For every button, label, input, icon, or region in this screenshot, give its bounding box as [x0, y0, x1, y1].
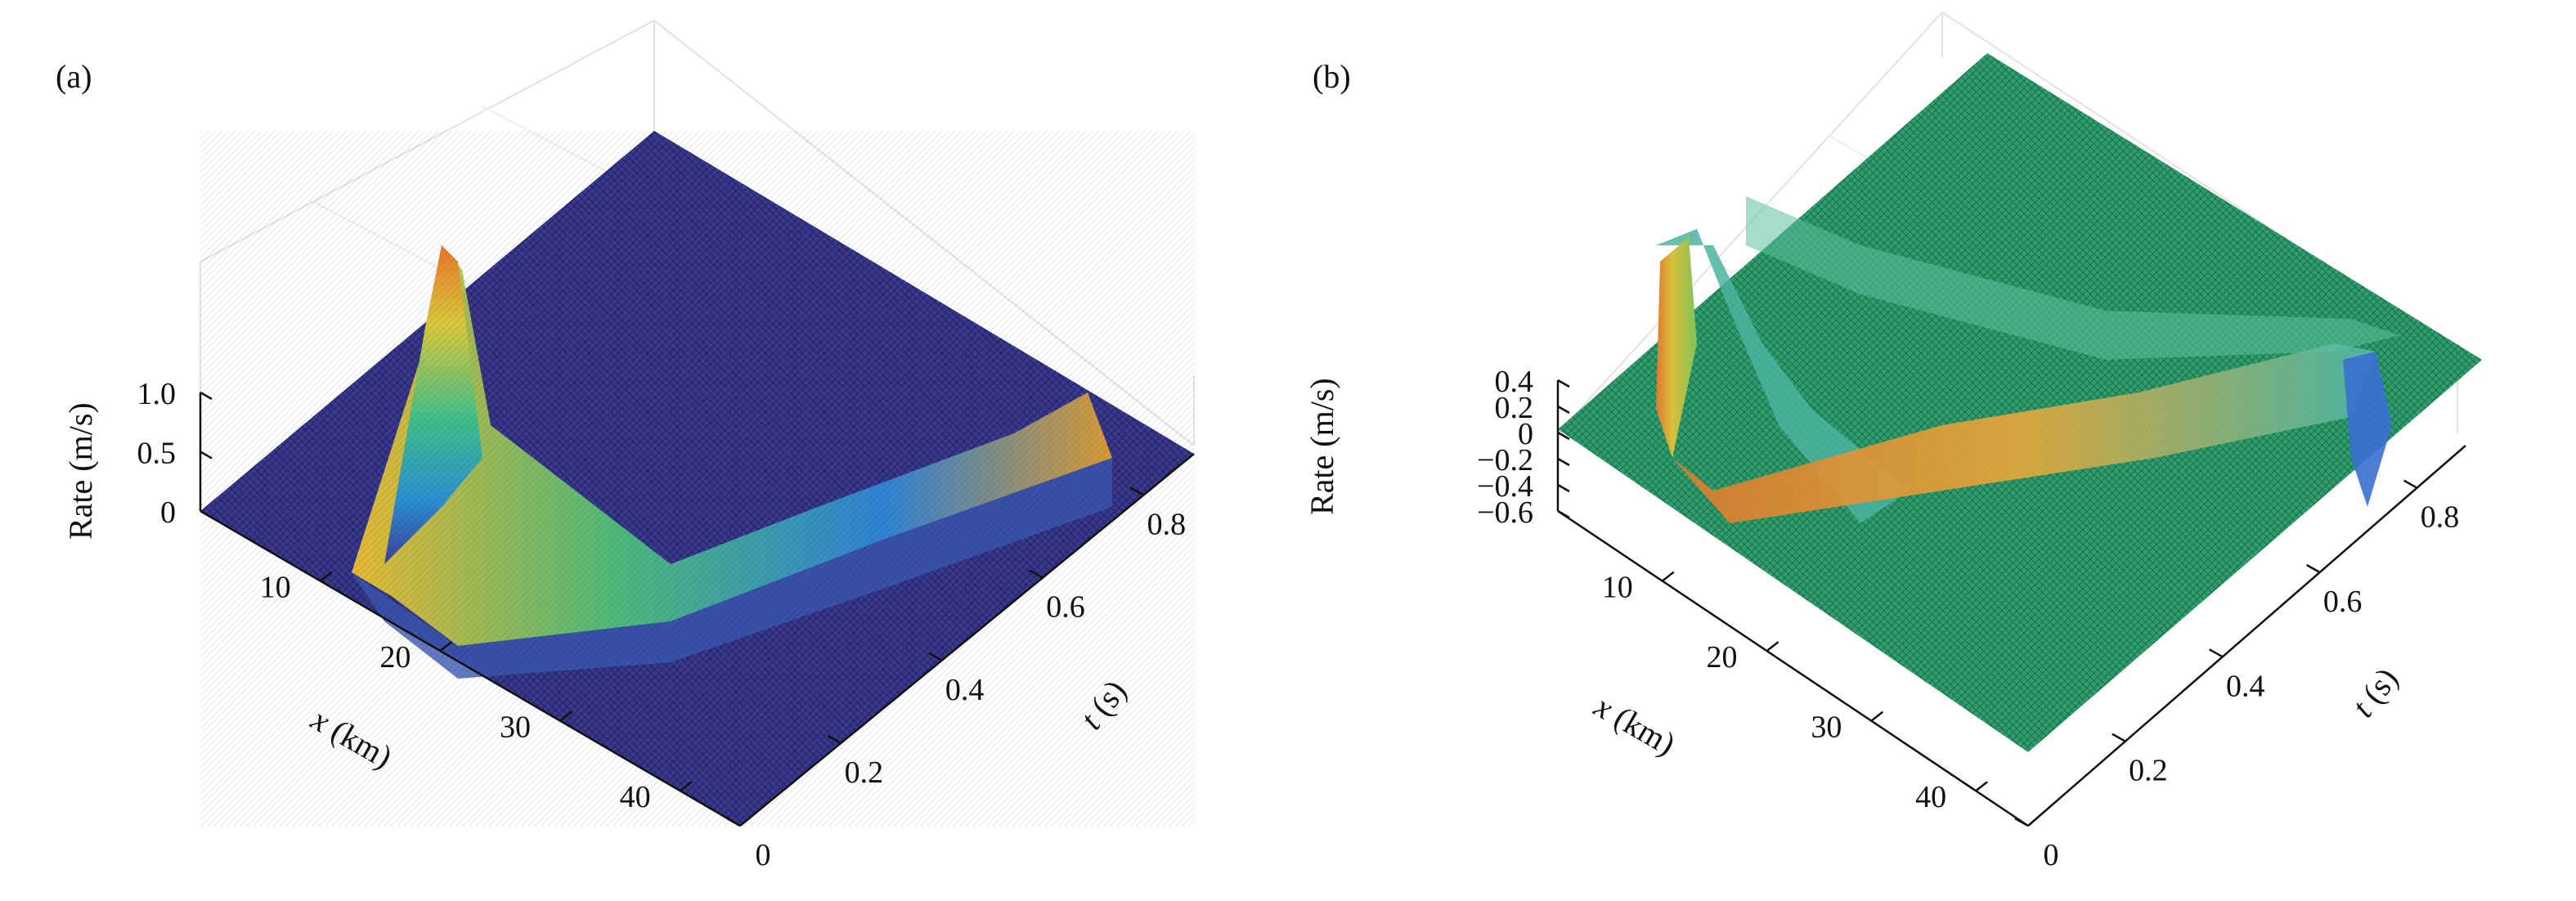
axes — [1556, 380, 2466, 827]
z-tick-label: 0.5 — [137, 437, 177, 471]
x-tick-label: 10 — [260, 571, 291, 605]
x-axis-title: x (km) — [1588, 687, 1682, 762]
z-tick-label: 0 — [1518, 417, 1533, 451]
x-tick — [439, 641, 453, 652]
t-tick — [2403, 479, 2418, 489]
z-tick — [200, 450, 213, 459]
z-tick — [1557, 379, 1570, 388]
rupture-arm — [1672, 343, 2376, 523]
t-tick — [2112, 733, 2126, 742]
t-tick-label: 0.6 — [2323, 585, 2363, 619]
t-tick-label: 0.8 — [1147, 508, 1187, 542]
t-tick — [2306, 563, 2321, 574]
tick-marks — [1557, 379, 2418, 827]
x-tick — [559, 710, 572, 722]
t-tick — [1029, 569, 1043, 579]
z-tick — [200, 509, 213, 519]
x-tick-label: 10 — [1602, 571, 1633, 605]
panel-label: (a) — [56, 58, 92, 95]
x-axis — [200, 509, 741, 827]
t-tick-label: 0 — [756, 838, 771, 872]
t-tick-label: 0.4 — [2226, 669, 2265, 703]
z-tick — [1557, 457, 1570, 467]
x-tick-label: 20 — [379, 640, 411, 675]
z-tick — [1557, 431, 1570, 441]
t-tick-label: 0.6 — [1046, 590, 1085, 625]
z-axis-title: Rate (m/s) — [1304, 378, 1340, 515]
t-tick — [827, 734, 841, 744]
t-tick — [2014, 817, 2029, 827]
t-axis-title: t (s) — [2345, 661, 2405, 724]
t-tick-label: 0.4 — [945, 673, 985, 707]
z-tick-label: 0.2 — [1495, 391, 1534, 425]
t-tick-label: 0.8 — [2421, 500, 2460, 535]
x-tick — [679, 781, 693, 792]
t-tick — [2209, 648, 2224, 658]
z-axis-title: Rate (m/s) — [62, 402, 99, 540]
rupture-arm-upper — [1746, 196, 2400, 360]
z-tick — [1557, 483, 1570, 493]
panel-a: (a) — [56, 19, 1195, 872]
t-tick — [1129, 486, 1144, 496]
z-tick-label: −0.6 — [1477, 495, 1533, 530]
z-tick — [200, 391, 213, 401]
t-tick — [928, 652, 943, 661]
rupture-peak — [1656, 237, 1697, 458]
z-tick-label: 0 — [160, 495, 176, 530]
t-tick-label: 0.2 — [2129, 754, 2168, 788]
x-tick-label: 20 — [1707, 640, 1738, 675]
x-tick-label: 30 — [1811, 710, 1842, 745]
x-tick — [1662, 571, 1675, 582]
x-axis — [1557, 509, 2029, 827]
t-axis — [739, 453, 1195, 827]
x-tick — [319, 571, 333, 582]
z-tick-label: 0.4 — [1495, 365, 1534, 399]
panel-b: (b) — [1288, 0, 2576, 901]
x-tick-label: 40 — [620, 780, 651, 814]
x-tick-label: 30 — [500, 710, 531, 745]
z-tick — [1557, 509, 1570, 519]
z-tick-label: −0.4 — [1477, 469, 1533, 504]
t-axis — [2027, 445, 2466, 827]
t-tick-label: 0.2 — [845, 755, 884, 790]
panel-label: (b) — [1313, 58, 1351, 95]
z-tick — [1557, 405, 1570, 415]
tick-marks — [200, 391, 1144, 827]
z-tick-label: −0.2 — [1477, 443, 1533, 477]
tick-labels: 10 20 30 40 0 0.2 0.4 0.6 0.8 0 0.5 1.0 — [137, 377, 1187, 872]
rupture-front-upper — [1656, 229, 1910, 523]
negative-dip — [2343, 352, 2392, 507]
t-tick-label: 0 — [2044, 838, 2059, 872]
z-tick-label: 1.0 — [137, 377, 177, 411]
x-tick — [1975, 781, 1988, 792]
x-tick-label: 40 — [1915, 780, 1946, 814]
surface-plot-b: 1020304000.20.40.60.8−0.6−0.4−0.200.20.4… — [1304, 11, 2482, 872]
t-tick — [726, 817, 741, 827]
x-tick — [1766, 641, 1779, 652]
x-tick — [1870, 710, 1884, 722]
